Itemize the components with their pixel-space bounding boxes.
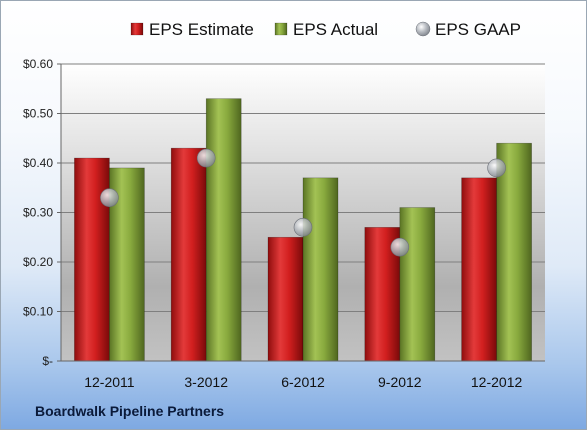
y-tick-label: $0.40 [23,156,53,170]
bar-eps-estimate-12-2012 [461,177,497,362]
marker-eps-gaap-3-2012 [196,148,216,168]
bar-eps-actual-12-2012 [496,142,532,362]
marker-eps-gaap-12-2012 [487,158,506,178]
legend-swatch-eps-gaap [415,21,431,37]
bar-eps-estimate-12-2011 [74,157,110,362]
legend-swatch-eps-actual [274,22,288,36]
y-tick-label: $0.30 [23,206,53,220]
bar-eps-estimate-3-2012 [170,147,207,362]
legend-label-eps-estimate: EPS Estimate [149,20,254,39]
x-tick-label: 9-2012 [378,374,422,390]
marker-eps-gaap-12-2011 [100,188,119,207]
bar-eps-actual-9-2012 [399,207,436,362]
legend-label-eps-gaap: EPS GAAP [435,20,521,39]
y-tick-label: $0.10 [23,305,53,319]
marker-eps-gaap-6-2012 [293,218,313,237]
y-tick-label: $0.60 [23,57,53,71]
x-tick-label: 3-2012 [184,374,228,390]
legend: EPS Estimate EPS Actual EPS GAAP [130,20,521,39]
x-tick-label: 12-2012 [471,374,523,390]
y-tick-label: $- [42,354,53,368]
bars [74,98,532,362]
marker-eps-gaap-9-2012 [390,237,410,257]
legend-label-eps-actual: EPS Actual [293,20,378,39]
y-tick-label: $0.20 [23,255,53,269]
bar-eps-actual-12-2011 [109,167,145,362]
x-tick-label: 6-2012 [281,374,325,390]
x-axis: 12-2011 3-2012 6-2012 9-2012 12-2012 [61,360,545,390]
bar-eps-actual-3-2012 [205,98,242,362]
bar-eps-actual-6-2012 [302,177,339,362]
x-tick-label: 12-2011 [84,374,135,390]
y-axis: $- $0.10 $0.20 $0.30 $0.40 $0.50 $0.60 [23,57,62,368]
gaap-markers [100,148,506,257]
legend-swatch-eps-estimate [130,22,144,36]
bar-eps-estimate-6-2012 [267,236,304,362]
company-name: Boardwalk Pipeline Partners [35,403,225,419]
y-tick-label: $0.50 [23,107,53,121]
